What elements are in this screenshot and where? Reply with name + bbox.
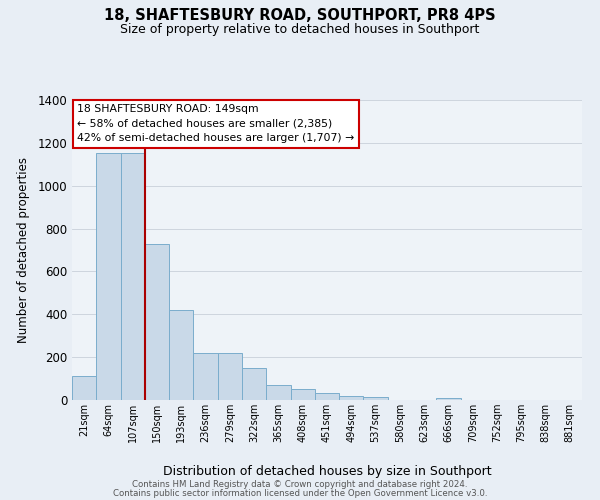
Bar — [218, 353, 242, 400]
Bar — [169, 310, 193, 400]
Bar — [242, 368, 266, 400]
Text: 18 SHAFTESBURY ROAD: 149sqm
← 58% of detached houses are smaller (2,385)
42% of : 18 SHAFTESBURY ROAD: 149sqm ← 58% of det… — [77, 104, 355, 144]
Bar — [339, 396, 364, 400]
Bar — [436, 398, 461, 400]
Bar — [266, 385, 290, 400]
Bar — [315, 393, 339, 400]
Bar — [193, 353, 218, 400]
Y-axis label: Number of detached properties: Number of detached properties — [17, 157, 31, 343]
Text: Contains public sector information licensed under the Open Government Licence v3: Contains public sector information licen… — [113, 488, 487, 498]
Bar — [96, 152, 121, 400]
Bar — [364, 397, 388, 400]
Text: Contains HM Land Registry data © Crown copyright and database right 2024.: Contains HM Land Registry data © Crown c… — [132, 480, 468, 489]
Bar — [290, 390, 315, 400]
Bar — [121, 152, 145, 400]
Text: 18, SHAFTESBURY ROAD, SOUTHPORT, PR8 4PS: 18, SHAFTESBURY ROAD, SOUTHPORT, PR8 4PS — [104, 8, 496, 22]
Text: Distribution of detached houses by size in Southport: Distribution of detached houses by size … — [163, 464, 491, 477]
Text: Size of property relative to detached houses in Southport: Size of property relative to detached ho… — [121, 22, 479, 36]
Bar — [145, 244, 169, 400]
Bar — [72, 376, 96, 400]
